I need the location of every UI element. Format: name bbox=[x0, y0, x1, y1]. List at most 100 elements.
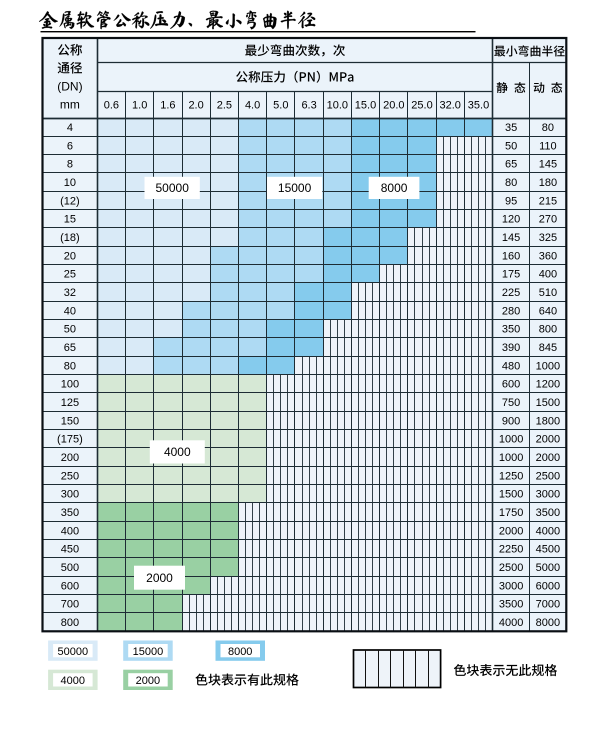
svg-text:600: 600 bbox=[502, 379, 520, 391]
svg-text:(18): (18) bbox=[60, 232, 80, 244]
svg-text:80: 80 bbox=[505, 177, 517, 189]
svg-text:5.0: 5.0 bbox=[273, 100, 288, 112]
svg-text:800: 800 bbox=[539, 324, 557, 336]
svg-text:250: 250 bbox=[61, 470, 79, 482]
svg-text:40: 40 bbox=[64, 305, 76, 317]
svg-text:(175): (175) bbox=[57, 434, 83, 446]
svg-text:25: 25 bbox=[64, 269, 76, 281]
svg-text:750: 750 bbox=[502, 397, 520, 409]
svg-text:100: 100 bbox=[61, 379, 79, 391]
svg-text:1250: 1250 bbox=[499, 470, 523, 482]
svg-text:180: 180 bbox=[539, 177, 557, 189]
svg-text:80: 80 bbox=[542, 122, 554, 134]
svg-text:15.0: 15.0 bbox=[355, 100, 376, 112]
svg-text:4: 4 bbox=[67, 122, 73, 134]
svg-text:15: 15 bbox=[64, 214, 76, 226]
svg-text:35.0: 35.0 bbox=[468, 100, 489, 112]
svg-text:8: 8 bbox=[67, 159, 73, 171]
svg-text:3500: 3500 bbox=[499, 599, 523, 611]
svg-text:1750: 1750 bbox=[499, 507, 523, 519]
svg-text:280: 280 bbox=[502, 305, 520, 317]
svg-text:4.0: 4.0 bbox=[245, 100, 260, 112]
svg-text:640: 640 bbox=[539, 305, 557, 317]
svg-text:2000: 2000 bbox=[536, 434, 560, 446]
svg-text:2.0: 2.0 bbox=[188, 100, 203, 112]
svg-text:0.6: 0.6 bbox=[104, 100, 119, 112]
svg-text:32: 32 bbox=[64, 287, 76, 299]
svg-text:7000: 7000 bbox=[536, 599, 560, 611]
svg-text:50000: 50000 bbox=[156, 181, 190, 195]
svg-text:(12): (12) bbox=[60, 195, 80, 207]
svg-text:25.0: 25.0 bbox=[411, 100, 432, 112]
svg-text:700: 700 bbox=[61, 599, 79, 611]
svg-text:145: 145 bbox=[539, 159, 557, 171]
svg-text:2.5: 2.5 bbox=[217, 100, 232, 112]
svg-text:175: 175 bbox=[502, 269, 520, 281]
svg-text:450: 450 bbox=[61, 544, 79, 556]
svg-text:35: 35 bbox=[505, 122, 517, 134]
svg-text:10.0: 10.0 bbox=[327, 100, 348, 112]
svg-text:225: 225 bbox=[502, 287, 520, 299]
svg-text:32.0: 32.0 bbox=[439, 100, 460, 112]
svg-text:360: 360 bbox=[539, 250, 557, 262]
svg-text:350: 350 bbox=[61, 507, 79, 519]
svg-text:8000: 8000 bbox=[381, 181, 408, 195]
svg-text:1800: 1800 bbox=[536, 415, 560, 427]
svg-text:8000: 8000 bbox=[536, 617, 560, 629]
svg-text:65: 65 bbox=[505, 159, 517, 171]
svg-text:6: 6 bbox=[67, 140, 73, 152]
svg-text:1500: 1500 bbox=[499, 489, 523, 501]
svg-text:15000: 15000 bbox=[133, 646, 164, 658]
svg-text:350: 350 bbox=[502, 324, 520, 336]
svg-text:10: 10 bbox=[64, 177, 76, 189]
svg-text:145: 145 bbox=[502, 232, 520, 244]
svg-text:3000: 3000 bbox=[499, 580, 523, 592]
svg-text:50: 50 bbox=[505, 140, 517, 152]
svg-text:4000: 4000 bbox=[164, 445, 191, 459]
svg-text:2000: 2000 bbox=[536, 452, 560, 464]
svg-text:800: 800 bbox=[61, 617, 79, 629]
svg-text:400: 400 bbox=[539, 269, 557, 281]
svg-text:mm: mm bbox=[60, 98, 80, 112]
svg-text:400: 400 bbox=[61, 525, 79, 537]
svg-text:500: 500 bbox=[61, 562, 79, 574]
svg-text:600: 600 bbox=[61, 580, 79, 592]
svg-text:1200: 1200 bbox=[536, 379, 560, 391]
svg-text:4000: 4000 bbox=[61, 675, 85, 687]
svg-text:20: 20 bbox=[64, 250, 76, 262]
svg-text:390: 390 bbox=[502, 342, 520, 354]
svg-text:200: 200 bbox=[61, 452, 79, 464]
svg-text:2500: 2500 bbox=[536, 470, 560, 482]
svg-text:1000: 1000 bbox=[499, 452, 523, 464]
svg-text:270: 270 bbox=[539, 214, 557, 226]
svg-text:20.0: 20.0 bbox=[383, 100, 404, 112]
svg-text:510: 510 bbox=[539, 287, 557, 299]
svg-text:480: 480 bbox=[502, 360, 520, 372]
svg-text:300: 300 bbox=[61, 489, 79, 501]
svg-text:15000: 15000 bbox=[278, 181, 312, 195]
svg-text:1000: 1000 bbox=[536, 360, 560, 372]
svg-text:1000: 1000 bbox=[499, 434, 523, 446]
svg-text:6000: 6000 bbox=[536, 580, 560, 592]
svg-text:125: 125 bbox=[61, 397, 79, 409]
svg-text:95: 95 bbox=[505, 195, 517, 207]
svg-text:1.0: 1.0 bbox=[132, 100, 147, 112]
svg-text:2500: 2500 bbox=[499, 562, 523, 574]
svg-text:65: 65 bbox=[64, 342, 76, 354]
svg-text:4000: 4000 bbox=[499, 617, 523, 629]
svg-text:4500: 4500 bbox=[536, 544, 560, 556]
svg-text:6.3: 6.3 bbox=[301, 100, 316, 112]
svg-text:3500: 3500 bbox=[536, 507, 560, 519]
svg-text:1.6: 1.6 bbox=[160, 100, 175, 112]
svg-text:50: 50 bbox=[64, 324, 76, 336]
svg-text:(DN): (DN) bbox=[57, 80, 82, 94]
svg-text:50000: 50000 bbox=[58, 646, 89, 658]
svg-text:900: 900 bbox=[502, 415, 520, 427]
svg-text:2250: 2250 bbox=[499, 544, 523, 556]
svg-text:2000: 2000 bbox=[146, 571, 173, 585]
svg-text:110: 110 bbox=[539, 140, 557, 152]
svg-text:5000: 5000 bbox=[536, 562, 560, 574]
svg-text:325: 325 bbox=[539, 232, 557, 244]
svg-text:845: 845 bbox=[539, 342, 557, 354]
svg-text:160: 160 bbox=[502, 250, 520, 262]
